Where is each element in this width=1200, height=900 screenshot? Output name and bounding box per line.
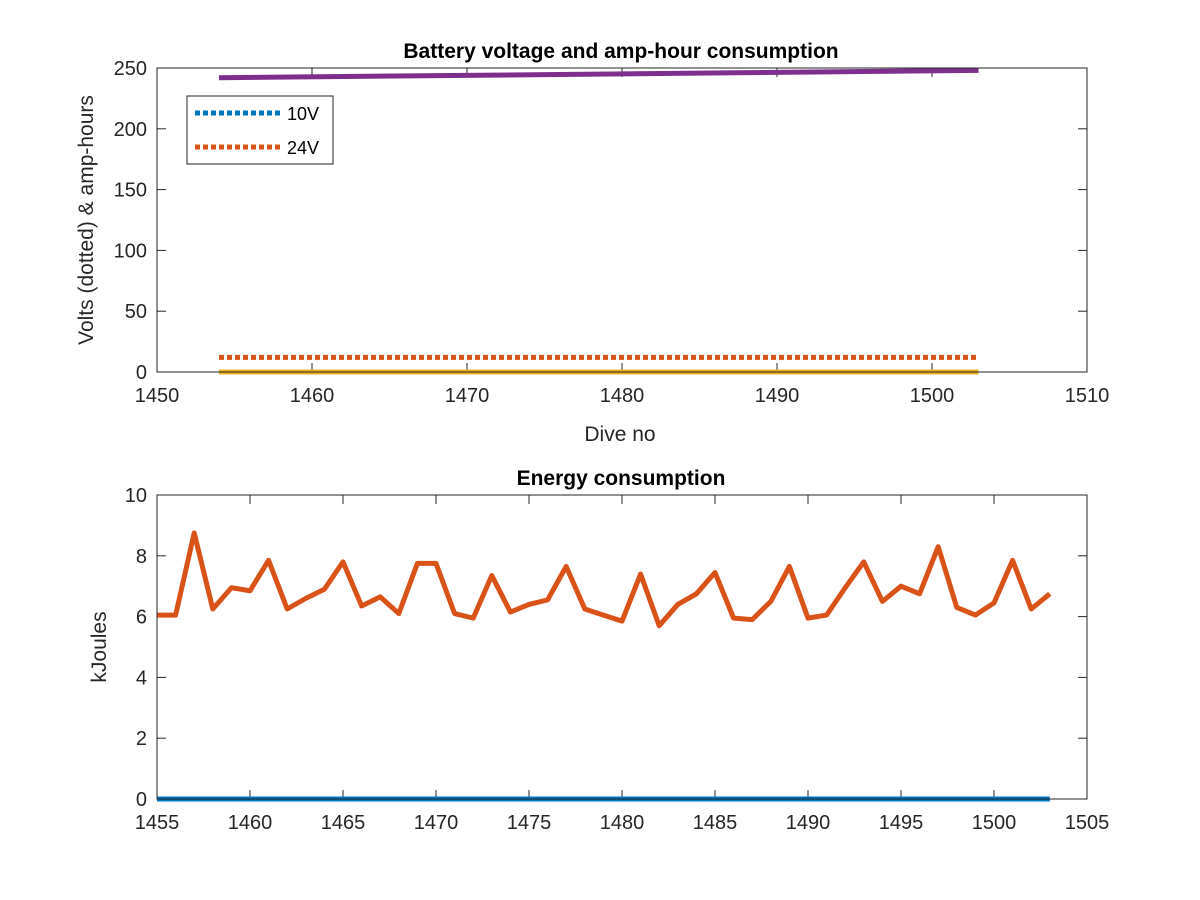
- y-tick-label: 250: [114, 58, 147, 80]
- y-tick-label: 50: [125, 301, 147, 323]
- energy-consumption-chart: Energy consumption kJoules 1455 1460 1465 1…: [88, 467, 1109, 834]
- x-tick-label: 1485: [693, 812, 738, 834]
- y-tick-label: 200: [114, 119, 147, 141]
- y-tick-label: 6: [136, 607, 147, 629]
- axes-box: [156, 67, 1088, 373]
- x-tick-label: 1450: [135, 385, 180, 407]
- legend: 10V 24V: [186, 95, 334, 165]
- x-tick-label: 1480: [600, 812, 645, 834]
- x-tick-label: 1500: [972, 812, 1017, 834]
- y-tick-label: 0: [136, 789, 147, 811]
- y-tick-label: 100: [114, 240, 147, 262]
- x-tick-label: 1495: [879, 812, 924, 834]
- legend-label-24v: 24V: [287, 138, 319, 158]
- x-tick-label: 1470: [445, 385, 490, 407]
- y-axis-label: kJoules: [88, 611, 111, 682]
- legend-label-10v: 10V: [287, 104, 319, 124]
- x-tick-label: 1465: [321, 812, 366, 834]
- y-axis-label: Volts (dotted) & amp-hours: [75, 95, 98, 345]
- chart-title: Battery voltage and amp-hour consumption: [403, 40, 838, 63]
- x-tick-label: 1460: [228, 812, 273, 834]
- x-tick-label: 1500: [910, 385, 955, 407]
- series-line-1-1: [157, 530, 1052, 629]
- x-tick-label: 1470: [414, 812, 459, 834]
- x-tick-label: 1505: [1065, 812, 1110, 834]
- y-tick-label: 0: [136, 362, 147, 384]
- axes-box: [156, 494, 1088, 800]
- chart-title: Energy consumption: [517, 467, 726, 490]
- x-tick-label: 1475: [507, 812, 552, 834]
- y-tick-label: 10: [125, 485, 147, 507]
- x-axis-label: Dive no: [584, 423, 655, 446]
- voltage-amphour-chart: Battery voltage and amp-hour consumption…: [75, 40, 1109, 446]
- x-tick-label: 1510: [1065, 385, 1110, 407]
- x-tick-label: 1490: [755, 385, 800, 407]
- y-tick-label: 4: [136, 667, 147, 689]
- y-tick-label: 8: [136, 546, 147, 568]
- x-tick-label: 1490: [786, 812, 831, 834]
- y-tick-label: 150: [114, 180, 147, 202]
- axis-ticks: 1455 1460 1465 1470 1475 1480 1485 1490 1495 1500…: [125, 485, 1110, 834]
- x-tick-label: 1455: [135, 812, 180, 834]
- series-line-0-3: [218, 67, 979, 81]
- y-tick-label: 2: [136, 728, 147, 750]
- axis-ticks: 1450 1460 1470 1480 1490 1500 1510 0 50 100 150 200…: [114, 58, 1110, 407]
- x-tick-label: 1480: [600, 385, 645, 407]
- x-tick-label: 1460: [290, 385, 335, 407]
- legend-box: [186, 95, 334, 165]
